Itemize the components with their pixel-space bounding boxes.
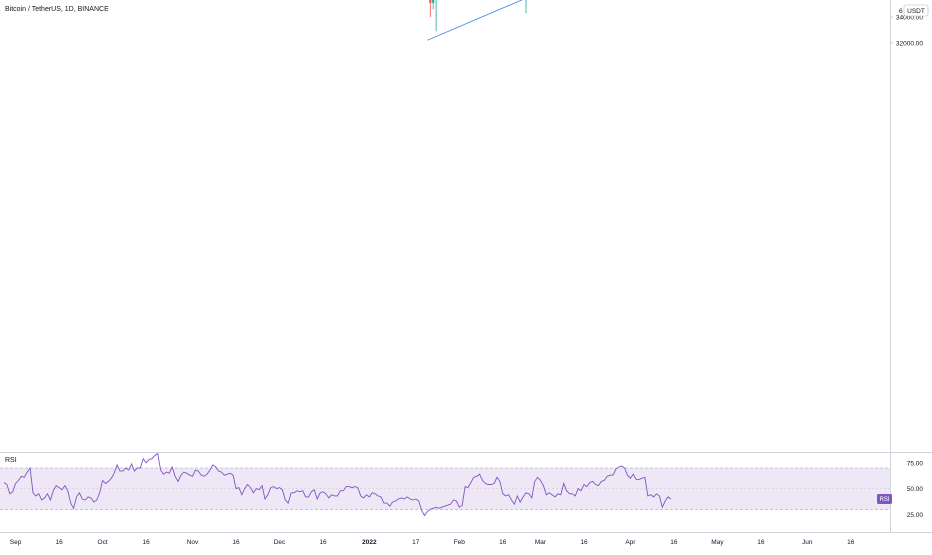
time-tick-label: 2022 (362, 539, 377, 546)
time-tick-label: 16 (232, 539, 240, 546)
rsi-tick-label: 75.00 (907, 460, 924, 467)
trend-channel-line (427, 0, 523, 41)
symbol-title[interactable]: Bitcoin / TetherUS, 1D, BINANCE (5, 6, 109, 13)
time-tick-label: Jun (802, 539, 813, 546)
rsi-indicator-label[interactable]: RSI (5, 457, 17, 464)
time-tick-label: May (711, 539, 724, 546)
time-tick-label: Apr (625, 539, 636, 546)
price-tick-label: 32000.00 (896, 40, 923, 47)
time-tick-label: 16 (499, 539, 507, 546)
time-tick-label: 16 (55, 539, 63, 546)
time-tick-label: Feb (454, 539, 466, 546)
time-tick-label: 16 (847, 539, 855, 546)
price-tick-label: 34000.00 (896, 15, 923, 22)
rsi-line (3, 452, 672, 517)
time-tick-label: 16 (757, 539, 765, 546)
candle-body (432, 0, 435, 3)
time-tick-label: 16 (670, 539, 678, 546)
rsi-tick-label: 25.00 (907, 512, 924, 519)
price-axis-overflow-label: 6 (899, 8, 903, 15)
candle-body (429, 0, 432, 3)
time-tick-label: Oct (98, 539, 108, 546)
time-tick-label: Sep (10, 539, 22, 546)
time-tick-label: Dec (274, 539, 286, 546)
currency-box (903, 4, 929, 17)
rsi-tick-label: 50.00 (907, 486, 924, 493)
rsi-badge-text: RSI (879, 497, 889, 503)
rsi-badge (877, 493, 892, 504)
time-tick-label: Nov (187, 539, 199, 546)
currency-label: USDT (907, 8, 925, 15)
time-tick-label: 16 (142, 539, 150, 546)
time-tick-label: 16 (580, 539, 588, 546)
time-tick-label: 16 (319, 539, 327, 546)
time-tick-label: Mar (535, 539, 547, 546)
time-tick-label: 17 (412, 539, 420, 546)
